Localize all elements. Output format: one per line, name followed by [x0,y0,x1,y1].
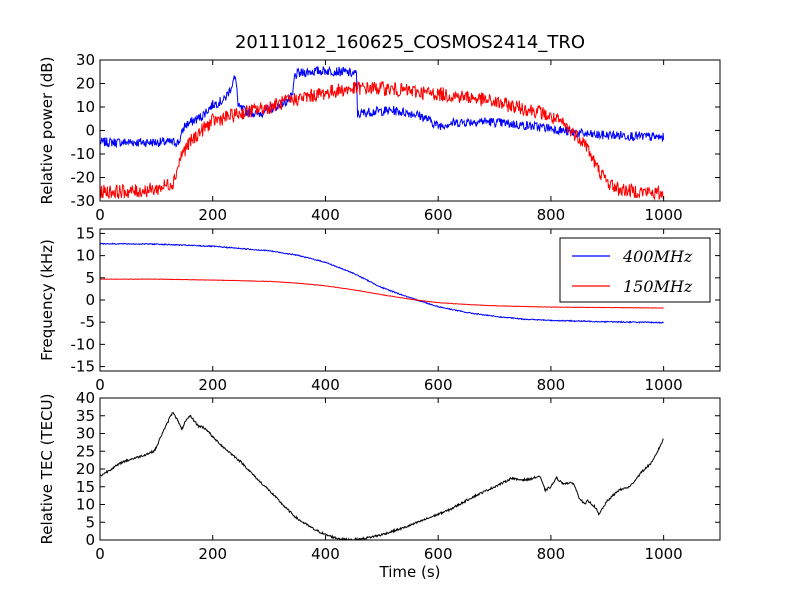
power-ytick-label: -20 [71,169,96,187]
frequency-ytick-label: 0 [85,291,95,309]
tec-x-axis-label: Time (s) [379,563,441,581]
frequency-ytick-label: 10 [76,247,95,265]
power-y-axis-label: Relative power (dB) [38,57,56,205]
frequency-ytick-label: 15 [76,224,95,242]
tec-ytick-label: 15 [76,478,95,496]
power-ytick-label: 30 [76,51,95,69]
tec-ytick-label: 20 [76,460,95,478]
frequency-ytick-label: -10 [71,335,96,353]
power-xtick-label: 600 [424,206,453,224]
power-ytick-label: 10 [76,98,95,116]
frequency-ytick-label: 5 [85,269,95,287]
power-xtick-label: 0 [95,206,105,224]
legend-box [559,237,711,303]
tec-xtick-label: 200 [198,545,227,563]
tec-ytick-label: 0 [85,531,95,549]
tec-plot-area [100,412,664,540]
power-ticks: 0 200 400 600 800 1000 -30 -20 -10 0 10 20 30 [71,51,720,224]
frequency-legend: 400MHz 150MHz [559,237,711,303]
power-ytick-label: -10 [71,145,96,163]
frequency-plot-area [100,242,664,324]
tec-ytick-label: 25 [76,442,95,460]
tec-xtick-label: 600 [424,545,453,563]
frequency-xtick-label: 1000 [645,376,683,394]
legend-label-400mhz: 400MHz [622,247,693,266]
frequency-xtick-label: 600 [424,376,453,394]
frequency-ytick-label: -5 [80,313,95,331]
tec-ytick-label: 10 [76,496,95,514]
frequency-xtick-label: 800 [537,376,566,394]
frequency-frame [99,228,721,372]
tec-ytick-label: 35 [76,407,95,425]
tec-xtick-label: 0 [95,545,105,563]
power-xtick-label: 200 [198,206,227,224]
power-plot-area [100,65,665,201]
power-xtick-label: 400 [311,206,340,224]
power-ytick-label: 0 [85,122,95,140]
power-ytick-label: -30 [71,192,96,210]
frequency-xtick-label: 200 [198,376,227,394]
tec-series-0-line [100,412,664,540]
frequency-xtick-label: 0 [95,376,105,394]
frequency-xtick-label: 400 [311,376,340,394]
power-frame [99,59,721,202]
frequency-ytick-label: -15 [71,358,96,376]
frequency-ticks: 0 200 400 600 800 1000 -15 -10 -5 0 5 10 15 [71,224,720,394]
power-ytick-label: 20 [76,75,95,93]
tec-ytick-label: 40 [76,389,95,407]
figure-title: 20111012_160625_COSMOS2414_TRO [235,32,585,53]
tec-y-axis-label: Relative TEC (TECU) [38,394,56,545]
tec-xtick-label: 400 [311,545,340,563]
frequency-series-400mhz-line [100,242,664,324]
tec-frame [99,397,721,541]
tec-ytick-label: 30 [76,425,95,443]
tec-xtick-label: 1000 [645,545,683,563]
power-xtick-label: 1000 [645,206,683,224]
tec-ytick-label: 5 [85,513,95,531]
frequency-panel: 0 200 400 600 800 1000 -15 -10 -5 0 5 10 15 Frequenc… [38,224,721,394]
frequency-y-axis-label: Frequency (kHz) [38,239,56,361]
power-series-1-line [100,80,665,201]
tec-xtick-label: 800 [537,545,566,563]
power-xtick-label: 800 [537,206,566,224]
power-panel: 0 200 400 600 800 1000 -30 -20 -10 0 10 20 30 Relati… [38,51,721,224]
legend-label-150mhz: 150MHz [623,277,693,296]
frequency-series-150mhz-line [100,278,664,309]
